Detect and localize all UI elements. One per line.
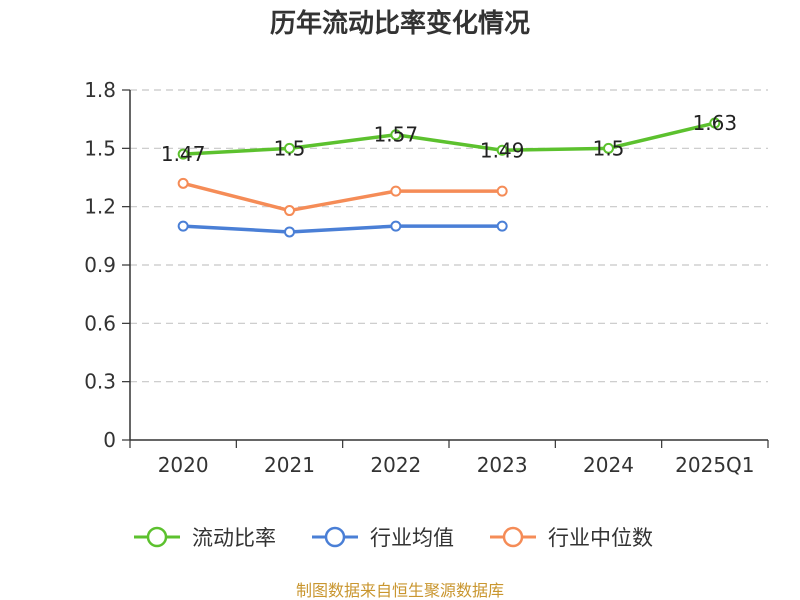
y-tick-label: 0 [103,428,116,452]
data-label: 1.5 [274,136,306,160]
data-point [284,226,295,238]
x-tick-label: 2022 [370,453,421,477]
series-2 [177,220,508,238]
data-label: 1.57 [374,123,419,147]
y-tick-label: 1.2 [84,195,116,219]
data-point [390,220,402,232]
legend-item-3[interactable]: 行业中位数 [490,526,653,550]
data-point [390,129,402,141]
y-tick-label: 1.5 [84,136,116,160]
x-tick-label: 2024 [583,453,634,477]
data-point [709,117,721,129]
data-point [390,185,402,197]
legend-label: 流动比率 [192,526,276,550]
x-axis-ticks: 2020 2021 2022 2023 2024 2025Q1 [129,440,769,477]
data-point [177,220,189,232]
x-tick-label: 2023 [477,453,528,477]
data-point [603,142,614,154]
data-labels: 1.47 1.5 1.57 1.49 1.5 1.63 [161,111,737,166]
y-tick-label: 0.9 [84,253,116,277]
y-tick-label: 0.3 [84,370,116,394]
legend-item-1[interactable]: 流动比率 [134,526,276,550]
data-point [177,148,189,160]
x-tick-label: 2025Q1 [675,453,754,477]
data-label: 1.5 [593,136,625,160]
data-point [496,220,508,232]
data-point [496,185,508,197]
legend[interactable]: 流动比率 行业均值 行业中位数 [134,526,653,550]
data-label: 1.47 [161,142,206,166]
y-tick-label: 0.6 [84,311,116,335]
data-label: 1.63 [693,111,738,135]
legend-marker [146,526,168,548]
data-point [284,142,295,154]
y-axis-ticks: 0 0.3 0.6 0.9 1.2 1.5 1.8 [84,78,130,452]
y-tick-label: 1.8 [84,78,116,102]
data-point [284,205,295,217]
x-tick-label: 2021 [264,453,315,477]
legend-item-2[interactable]: 行业均值 [312,526,454,550]
series-line [182,181,503,213]
series-line [183,121,716,156]
gridlines [130,89,768,383]
legend-label: 行业均值 [370,526,454,550]
data-point [177,177,189,189]
series-1 [177,117,721,160]
legend-marker [502,526,524,548]
legend-marker [324,526,346,548]
chart-title: 历年流动比率变化情况 [270,8,530,39]
series-line [183,224,503,234]
data-point [496,144,508,156]
source-footer: 制图数据来自恒生聚源数据库 [296,581,504,600]
legend-label: 行业中位数 [548,526,653,550]
x-tick-label: 2020 [158,453,209,477]
series-group [177,117,721,238]
data-label: 1.49 [480,138,525,162]
series-3 [177,177,508,217]
